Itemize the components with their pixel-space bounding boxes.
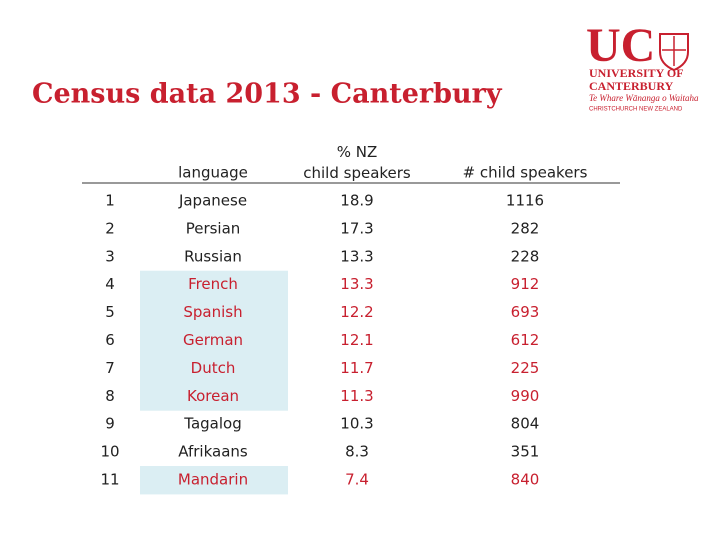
crest <box>659 33 689 72</box>
row-number: 1 <box>105 192 115 210</box>
cell-highlight <box>140 382 288 411</box>
header-line: child speakers <box>303 164 411 182</box>
row-number: 8 <box>105 387 115 405</box>
table-cell: Korean <box>187 387 239 405</box>
table-cell: 17.3 <box>340 219 373 237</box>
table-cell: 10.3 <box>340 415 373 433</box>
table-cell: 7.4 <box>345 471 369 489</box>
column-header: % NZ child speakers <box>303 143 411 182</box>
table-cell: Tagalog <box>183 415 241 433</box>
table-cell: 11.7 <box>340 359 373 377</box>
table-cell: 840 <box>511 471 540 489</box>
logo-line: Te Whare Wānanga o Waitaha <box>589 93 699 103</box>
column-header: # child speakers <box>463 164 588 182</box>
table-cell: Japanese <box>178 192 247 210</box>
table-cell: 18.9 <box>340 192 373 210</box>
table-cell: 12.2 <box>340 303 373 321</box>
cell-highlight <box>140 270 288 300</box>
table-cell: 13.3 <box>340 275 373 293</box>
table-cell: 612 <box>511 331 540 349</box>
table-cell: 11.3 <box>340 387 373 405</box>
row-number: 11 <box>100 471 119 489</box>
table-cell: 13.3 <box>340 247 373 265</box>
row-number: 2 <box>105 219 115 237</box>
row-number: 10 <box>100 443 119 461</box>
logo-line: UNIVERSITY OF <box>589 66 684 80</box>
row-number: 5 <box>105 303 115 321</box>
table-cell: Spanish <box>183 303 242 321</box>
row-number: 6 <box>105 331 115 349</box>
row-number: 9 <box>105 415 115 433</box>
table-cell: Mandarin <box>178 471 248 489</box>
table-cell: 225 <box>511 359 540 377</box>
cell-highlight <box>140 466 288 495</box>
table: language % NZ child speakers # child speake… <box>82 143 620 495</box>
table-cell: Dutch <box>191 359 236 377</box>
cell-highlight <box>140 354 288 383</box>
header-line: % NZ <box>337 143 378 161</box>
table-cell: 693 <box>511 303 540 321</box>
cell-highlight <box>140 326 288 355</box>
logo-line: CANTERBURY <box>589 79 674 93</box>
logo-mark: UC <box>586 19 655 72</box>
row-number: 3 <box>105 247 115 265</box>
table-cell: French <box>188 275 238 293</box>
table-cell: 282 <box>511 219 540 237</box>
table-cell: Afrikaans <box>178 443 248 461</box>
table-cell: 912 <box>511 275 540 293</box>
table-cell: Russian <box>184 247 242 265</box>
table-cell: German <box>183 331 243 349</box>
table-cell: 1116 <box>506 192 544 210</box>
column-header: language <box>178 164 248 182</box>
table-cell: 228 <box>511 247 540 265</box>
cell-highlight <box>140 298 288 327</box>
row-number: 4 <box>105 275 115 293</box>
table-cell: 12.1 <box>340 331 373 349</box>
table-cell: 990 <box>511 387 540 405</box>
table-cell: 8.3 <box>345 443 369 461</box>
table-cell: Persian <box>186 219 241 237</box>
table-cell: 804 <box>511 415 540 433</box>
slide-title: Census data 2013 - Canterbury <box>32 79 503 110</box>
table-cell: 351 <box>511 443 540 461</box>
logo-line: CHRISTCHURCH NEW ZEALAND <box>589 107 683 113</box>
logo: UC UNIVERSITY OF CANTERBURY Te Whare Wān… <box>586 19 699 113</box>
row-number: 7 <box>105 359 115 377</box>
